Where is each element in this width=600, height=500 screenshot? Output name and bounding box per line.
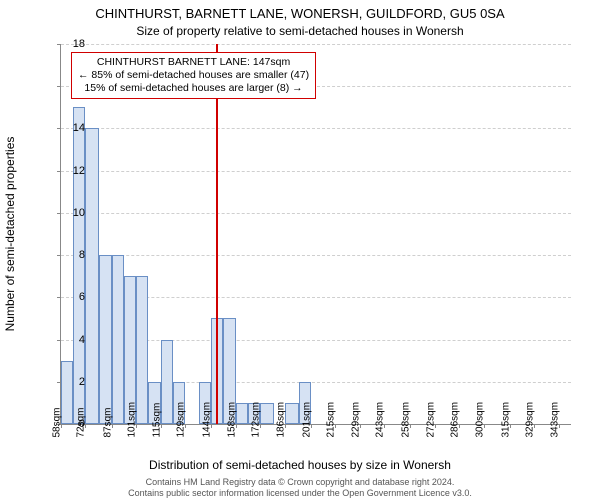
ytick-label: 8 (55, 249, 85, 261)
histogram-bar (85, 128, 99, 424)
ytick-label: 18 (55, 38, 85, 50)
histogram-bar (99, 255, 111, 424)
chart-container: { "titles": { "line1": "CHINTHURST, BARN… (0, 0, 600, 500)
histogram-bar (285, 403, 299, 424)
gridline-h (61, 128, 571, 129)
chart-subtitle: Size of property relative to semi-detach… (0, 24, 600, 38)
gridline-h (61, 44, 571, 45)
marker-line (216, 44, 218, 424)
ytick-label: 6 (55, 291, 85, 303)
chart-footer: Contains HM Land Registry data © Crown c… (0, 477, 600, 498)
footer-line-1: Contains HM Land Registry data © Crown c… (0, 477, 600, 487)
ytick-label: 2 (55, 376, 85, 388)
histogram-bar (260, 403, 274, 424)
footer-line-2: Contains public sector information licen… (0, 488, 600, 498)
histogram-bar (61, 361, 73, 424)
ytick-label: 4 (55, 334, 85, 346)
gridline-h (61, 213, 571, 214)
histogram-bar (112, 255, 124, 424)
gridline-h (61, 255, 571, 256)
chart-title-address: CHINTHURST, BARNETT LANE, WONERSH, GUILD… (0, 6, 600, 21)
ytick-label: 14 (55, 122, 85, 134)
gridline-h (61, 171, 571, 172)
plot-area: CHINTHURST BARNETT LANE: 147sqm← 85% of … (60, 44, 571, 425)
marker-annotation-box: CHINTHURST BARNETT LANE: 147sqm← 85% of … (71, 52, 316, 99)
ytick-label: 10 (55, 207, 85, 219)
ytick-label: 12 (55, 165, 85, 177)
histogram-bar (136, 276, 148, 424)
y-axis-label: Number of semi-detached properties (3, 137, 17, 332)
x-axis-label: Distribution of semi-detached houses by … (0, 458, 600, 472)
